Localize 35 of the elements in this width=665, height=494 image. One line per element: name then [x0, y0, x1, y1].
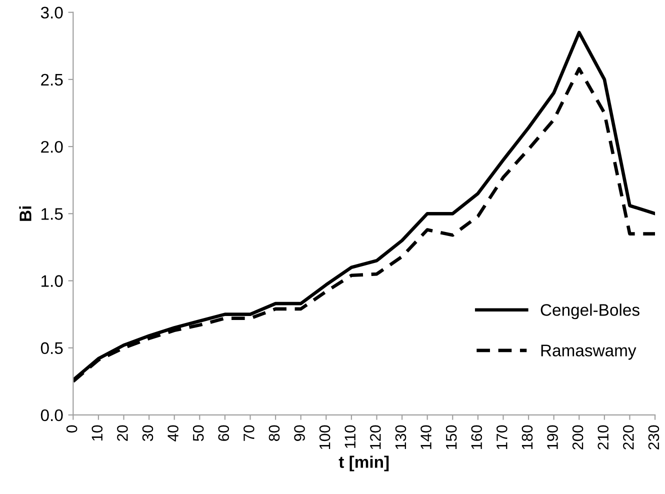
x-tick-label: 190 — [547, 425, 558, 450]
x-tick-label: 140 — [420, 425, 432, 450]
x-axis-title: t [min] — [338, 456, 389, 472]
x-tick-label: 200 — [572, 425, 584, 450]
x-tick-label: 170 — [496, 425, 508, 450]
y-tick-label: 0.5 — [40, 342, 63, 354]
x-tick-label: 70 — [244, 425, 254, 441]
y-tick-label: 1.0 — [42, 275, 63, 287]
x-tick-label: 130 — [395, 425, 406, 450]
x-tick-label: 210 — [598, 425, 609, 450]
x-tick-label: 160 — [471, 425, 482, 450]
x-tick-label: 40 — [168, 425, 178, 442]
x-tick-label: 110 — [344, 425, 356, 448]
x-tick-label: 60 — [218, 425, 230, 441]
x-tick-label: 230 — [648, 425, 660, 450]
y-tick-label: 1.5 — [42, 208, 63, 220]
x-tick-label: 100 — [319, 425, 330, 450]
x-tick-label: 30 — [142, 425, 154, 442]
x-tick-label: 120 — [370, 425, 381, 450]
y-tick-label: 0.0 — [40, 409, 63, 422]
x-tick-label: 20 — [117, 425, 128, 441]
x-tick-label: 90 — [294, 425, 305, 441]
x-tick-label: 80 — [268, 425, 280, 442]
legend-label: Ramaswamy — [541, 344, 636, 360]
y-tick-label: 2.0 — [41, 140, 63, 153]
x-tick-label: 220 — [623, 425, 634, 450]
x-tick-label: 50 — [192, 425, 204, 442]
x-tick-label: 0 — [66, 425, 78, 433]
x-tick-label: 180 — [522, 425, 533, 450]
x-tick-label: 150 — [446, 425, 457, 450]
y-tick-label: 3.0 — [40, 6, 63, 19]
legend-label: Cengel-Boles — [540, 304, 640, 320]
y-tick-label: 2.5 — [41, 74, 63, 86]
y-axis-title: Bi — [19, 206, 32, 221]
x-tick-label: 10 — [92, 425, 103, 441]
